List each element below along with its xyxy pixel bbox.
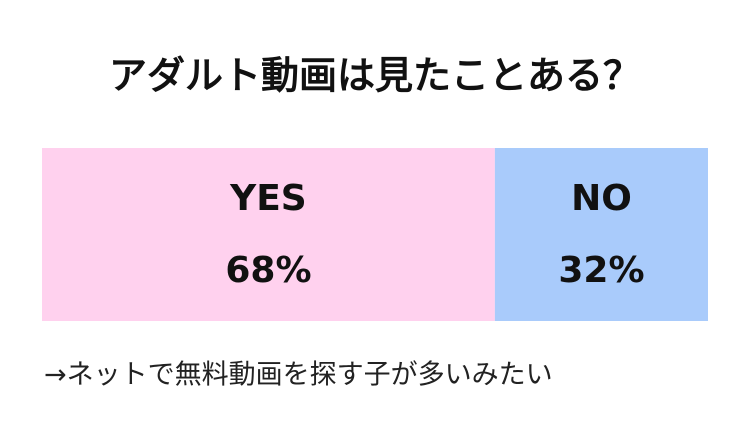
bar-segment xyxy=(494,148,708,321)
chart-title: アダルト動画は見たことある？ xyxy=(109,54,641,98)
value-label: 68% xyxy=(225,250,311,291)
legend-label: YES xyxy=(229,178,307,219)
annotation: →ネットで無料動画を探す子が多いみたい xyxy=(44,360,553,391)
value-label: 32% xyxy=(558,250,644,291)
legend-label: NO xyxy=(571,178,632,219)
bar-segment xyxy=(42,148,495,321)
